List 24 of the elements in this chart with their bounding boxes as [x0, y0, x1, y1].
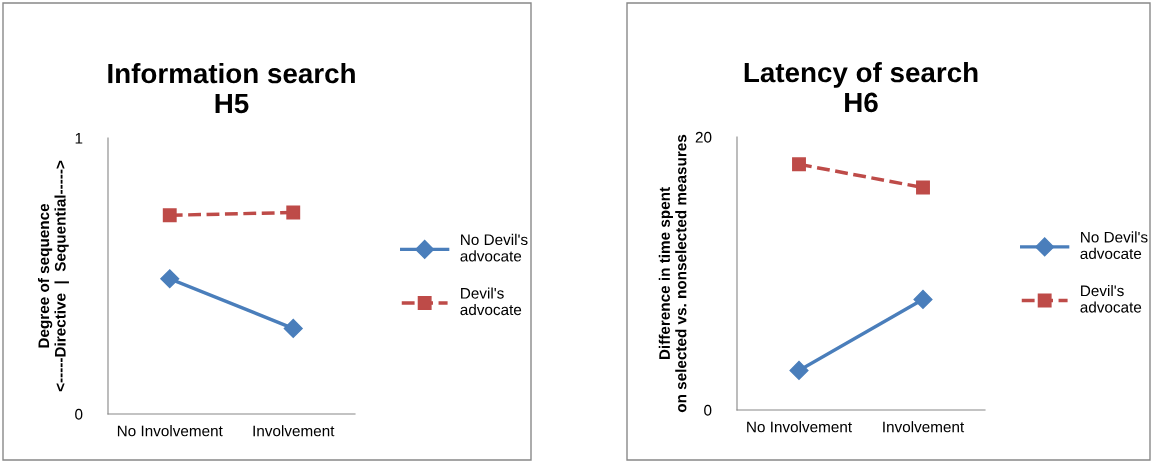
chart-title: Information search H5 — [108, 62, 355, 114]
legend-label: Devil's advocate — [1080, 284, 1142, 313]
point — [913, 289, 933, 309]
point — [789, 360, 809, 380]
point — [792, 157, 806, 172]
x-tick-label: Involvement — [253, 425, 335, 437]
y-tick-label: 0 — [704, 404, 712, 416]
point — [283, 318, 303, 338]
y-axis-title: Difference in time spent on selected vs. nonselected measures — [658, 134, 687, 413]
y-axis-title: Degree of sequence <-----Directive | Sequential-----> — [37, 160, 69, 392]
chart-title: Latency of search H6 — [744, 61, 978, 113]
legend-label: No Devil's advocate — [460, 233, 528, 262]
legend-label: Devil's advocate — [460, 287, 522, 316]
x-tick-label: Involvement — [883, 421, 965, 433]
point — [160, 269, 180, 289]
point — [286, 205, 301, 220]
x-tick-label: No Involvement — [747, 421, 852, 433]
y-tick-label: 0 — [75, 408, 83, 420]
x-tick-label: No Involvement — [117, 425, 223, 437]
point — [162, 208, 177, 223]
point — [916, 180, 930, 195]
y-tick-label: 1 — [75, 133, 83, 144]
y-tick-label: 20 — [695, 131, 712, 143]
legend-label: No Devil's advocate — [1080, 231, 1148, 260]
